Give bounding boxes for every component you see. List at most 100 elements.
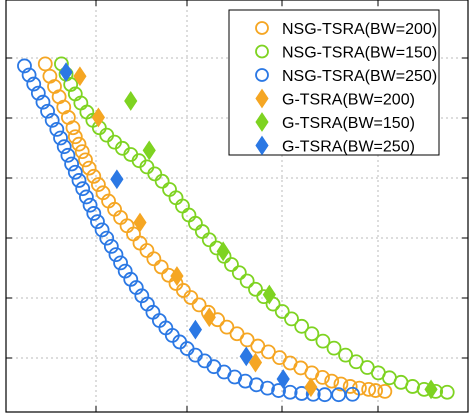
data-point-circle: [368, 383, 384, 398]
data-point-circle: [86, 206, 102, 221]
data-point-circle: [315, 369, 330, 385]
data-point-diamond: [91, 107, 106, 128]
data-point-circle: [91, 177, 106, 192]
data-point-diamond: [170, 266, 184, 286]
legend: NSG-TSRA(BW=200) NSG-TSRA(BW=150) NSG-TSRA…: [228, 9, 440, 156]
data-point-circle: [35, 94, 51, 110]
data-point-diamond: [276, 369, 290, 389]
legend-label: G-TSRA(BW=200): [282, 92, 415, 109]
legend-marker: [255, 44, 269, 59]
data-point-circle: [294, 386, 310, 401]
legend-marker: [255, 135, 269, 156]
legend-entry: NSG-TSRA(BW=200): [255, 21, 437, 38]
data-point-circle: [82, 197, 98, 213]
data-point-circle: [56, 139, 72, 155]
data-point-circle: [333, 376, 349, 392]
data-point-circle: [168, 190, 184, 206]
data-point-circle: [99, 127, 115, 143]
data-point-diamond: [188, 319, 203, 340]
data-point-circle: [86, 168, 102, 184]
data-point-circle: [44, 112, 60, 128]
data-point-circle: [239, 332, 255, 348]
data-point-circle: [78, 152, 93, 168]
data-point-circle: [113, 255, 128, 271]
data-point-diamond: [262, 284, 276, 305]
axis-ticks: [6, 0, 468, 412]
data-point-circle: [94, 222, 110, 238]
series-2: [54, 56, 455, 400]
legend-entry: G-TSRA(BW=150): [255, 112, 415, 132]
data-point-circle: [197, 353, 213, 369]
legend-label: G-TSRA(BW=250): [282, 139, 415, 156]
data-point-circle: [147, 166, 163, 182]
data-point-circle: [75, 181, 91, 197]
data-point-circle: [63, 77, 79, 92]
data-point-diamond: [248, 352, 263, 373]
data-point-circle: [342, 379, 358, 394]
data-point-circle: [284, 311, 299, 327]
data-point-circle: [377, 383, 393, 399]
data-point-circle: [74, 144, 90, 160]
legend-label: NSG-TSRA(BW=150): [282, 45, 437, 62]
data-point-circle: [67, 164, 83, 180]
data-point-diamond: [239, 346, 253, 367]
legend-entry: G-TSRA(BW=200): [255, 88, 415, 109]
data-marks: [17, 56, 455, 403]
data-point-circle: [176, 283, 191, 298]
data-point-circle: [345, 386, 360, 402]
data-point-circle: [338, 347, 353, 363]
legend-marker: [255, 21, 269, 35]
series-1: [37, 56, 393, 399]
data-point-circle: [224, 257, 239, 272]
data-point-circle: [183, 290, 199, 305]
data-point-circle: [108, 247, 124, 263]
data-point-diamond: [110, 169, 124, 190]
legend-marker: [255, 88, 269, 109]
data-point-circle: [99, 230, 115, 246]
data-point-circle: [282, 384, 298, 400]
legend-label: NSG-TSRA(BW=200): [282, 21, 437, 38]
data-point-circle: [119, 218, 135, 234]
data-point-circle: [53, 130, 68, 146]
data-point-circle: [30, 85, 46, 101]
series-5: [124, 91, 438, 400]
legend-entry: NSG-TSRA(BW=150): [255, 44, 437, 62]
plot-frame: [5, 0, 469, 413]
data-point-circle: [162, 182, 177, 197]
data-point-circle: [274, 304, 290, 319]
data-point-diamond: [216, 241, 230, 262]
data-point-circle: [231, 265, 247, 281]
data-point-circle: [191, 297, 207, 313]
data-point-circle: [154, 173, 170, 189]
data-point-circle: [60, 147, 76, 163]
data-point-diamond: [73, 66, 87, 87]
data-point-circle: [188, 215, 203, 231]
data-point-circle: [139, 243, 155, 258]
data-point-circle: [439, 384, 455, 400]
data-point-circle: [304, 326, 320, 342]
data-point-circle: [21, 67, 37, 83]
series-6: [59, 62, 290, 389]
legend-marker: [255, 68, 269, 82]
data-point-diamond: [142, 140, 156, 161]
data-point-diamond: [304, 377, 318, 398]
data-point-diamond: [424, 379, 438, 400]
data-point-circle: [81, 160, 97, 176]
data-point-circle: [103, 238, 119, 254]
data-point-circle: [65, 120, 81, 136]
data-point-circle: [153, 259, 169, 275]
data-point-circle: [324, 373, 340, 389]
data-point-circle: [326, 340, 342, 356]
data-point-circle: [271, 383, 286, 398]
data-point-circle: [71, 173, 87, 188]
data-point-circle: [37, 56, 53, 72]
data-point-circle: [71, 136, 87, 152]
data-point-circle: [146, 251, 162, 267]
data-point-circle: [90, 214, 105, 230]
data-point-circle: [219, 319, 235, 335]
data-point-circle: [315, 333, 331, 349]
data-point-circle: [294, 318, 310, 334]
data-point-circle: [361, 381, 377, 397]
series-3: [17, 58, 360, 403]
